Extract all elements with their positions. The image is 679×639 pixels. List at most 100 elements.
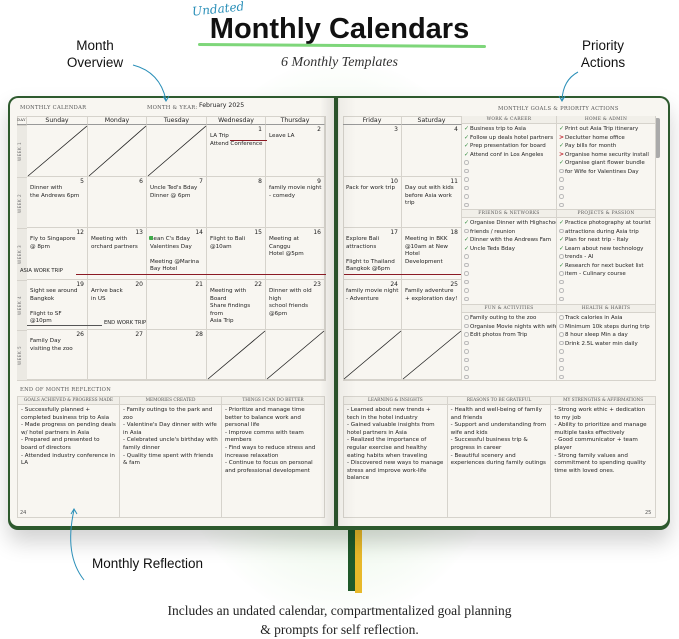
checkbox-circle-icon[interactable] xyxy=(464,349,469,354)
goal-item[interactable] xyxy=(463,365,556,374)
goal-item[interactable] xyxy=(463,374,556,383)
day-entry[interactable]: family movie night - Adventure xyxy=(346,288,399,302)
checkbox-circle-icon[interactable] xyxy=(559,323,564,328)
goal-item[interactable]: Drink 2.5L water min daily xyxy=(558,340,655,349)
goal-item[interactable]: >Organise home security install xyxy=(558,151,655,160)
goal-item[interactable]: 8 hour sleep Min a day xyxy=(558,331,655,340)
checkbox-circle-icon[interactable] xyxy=(464,262,469,267)
goal-item[interactable] xyxy=(558,357,655,366)
goal-item[interactable] xyxy=(463,279,556,288)
day-cell[interactable]: 7 Uncle Ted's Bday Dinner @ 6pm xyxy=(147,177,207,228)
checkbox-circle-icon[interactable] xyxy=(464,271,469,276)
day-cell-unused[interactable] xyxy=(27,125,88,177)
goal-item[interactable]: for Wife for Valentines Day xyxy=(558,168,655,177)
checkmark-icon[interactable]: ✓ xyxy=(463,150,470,158)
day-cell-unused[interactable] xyxy=(402,330,462,380)
day-cell[interactable]: 8 xyxy=(207,177,266,228)
day-cell[interactable]: 13 Meeting with orchard partners xyxy=(88,228,147,280)
checkbox-circle-icon[interactable] xyxy=(559,288,564,293)
goal-item[interactable] xyxy=(463,185,556,194)
reflection-text[interactable]: - Family outings to the park and zoo - V… xyxy=(123,407,218,467)
goal-item[interactable]: ✓Uncle Teds Bday xyxy=(463,245,556,254)
goal-item[interactable]: friends / reunion xyxy=(463,228,556,237)
checkbox-circle-icon[interactable] xyxy=(559,315,564,320)
checkbox-circle-icon[interactable] xyxy=(559,177,564,182)
goal-item[interactable] xyxy=(463,287,556,296)
migrated-arrow-icon[interactable]: > xyxy=(558,133,565,141)
checkbox-circle-icon[interactable] xyxy=(559,254,564,259)
goal-item[interactable] xyxy=(558,176,655,185)
day-cell[interactable]: 21 xyxy=(147,280,207,330)
checkmark-icon[interactable]: ✓ xyxy=(558,125,565,132)
day-cell[interactable]: 6 xyxy=(88,177,147,228)
day-cell[interactable]: 2 Leave LA xyxy=(266,125,325,177)
checkbox-circle-icon[interactable] xyxy=(464,288,469,293)
checkbox-circle-icon[interactable] xyxy=(559,374,564,379)
day-cell[interactable]: 23 Dinner with old high school friends @6… xyxy=(266,280,325,330)
day-cell-unused[interactable] xyxy=(207,330,266,380)
day-cell[interactable]: 11 Day out with kids before Asia work tri… xyxy=(402,177,462,228)
reflection-text[interactable]: - Health and well-being of family and fr… xyxy=(450,407,547,467)
goal-item[interactable] xyxy=(558,287,655,296)
day-cell[interactable]: 10 Pack for work trip xyxy=(343,177,402,228)
day-entry[interactable]: Sean C's Bday Valentines Day Meeting @Ma… xyxy=(150,236,200,273)
checkbox-circle-icon[interactable] xyxy=(559,202,564,207)
goal-item[interactable]: ✓Business trip to Asia xyxy=(463,125,556,134)
checkbox-circle-icon[interactable] xyxy=(464,332,469,337)
checkmark-icon[interactable]: ✓ xyxy=(463,219,470,226)
day-cell[interactable]: 12 Fly to Singapore @ 8pm xyxy=(27,228,88,280)
day-cell-unused[interactable] xyxy=(266,330,325,380)
day-entry[interactable]: Arrive back in US xyxy=(91,288,123,302)
checkbox-circle-icon[interactable] xyxy=(464,374,469,379)
goal-item[interactable] xyxy=(558,185,655,194)
day-entry[interactable]: Family Day visiting the zoo xyxy=(30,338,73,352)
goal-item[interactable]: ✓Dinner with the Andrews Fam xyxy=(463,236,556,245)
checkbox-circle-icon[interactable] xyxy=(559,185,564,190)
goal-item[interactable] xyxy=(558,202,655,211)
day-entry[interactable]: Uncle Ted's Bday Dinner @ 6pm xyxy=(150,185,198,199)
checkbox-circle-icon[interactable] xyxy=(559,296,564,301)
day-cell[interactable]: 14 Sean C's Bday Valentines Day Meeting @… xyxy=(147,228,207,280)
checkbox-circle-icon[interactable] xyxy=(559,168,564,173)
goal-item[interactable] xyxy=(463,357,556,366)
reflection-text[interactable]: - Learned about new trends + tech in the… xyxy=(347,407,444,482)
day-entry[interactable]: Dinner with old high school friends @6pm xyxy=(269,288,312,317)
goal-item[interactable]: ✓Organise Dinner with Highschool xyxy=(463,219,556,228)
day-entry[interactable]: Meeting in BKK @10am at New Hotel Develo… xyxy=(405,236,448,265)
day-entry[interactable]: Sight see around Bangkok Flight to SF @1… xyxy=(30,288,78,325)
reflection-text[interactable]: - Successfully planned + completed busin… xyxy=(21,407,116,467)
checkbox-circle-icon[interactable] xyxy=(464,202,469,207)
checkbox-circle-icon[interactable] xyxy=(464,366,469,371)
day-cell[interactable]: 1 LA Trip Attend Conference xyxy=(207,125,266,177)
checkbox-circle-icon[interactable] xyxy=(464,194,469,199)
goal-item[interactable]: >Declutter home office xyxy=(558,134,655,143)
checkbox-circle-icon[interactable] xyxy=(559,271,564,276)
day-entry[interactable]: Family adventure + exploration day! xyxy=(405,288,458,302)
checkbox-circle-icon[interactable] xyxy=(464,228,469,233)
goal-item[interactable] xyxy=(463,176,556,185)
checkbox-circle-icon[interactable] xyxy=(464,315,469,320)
goal-item[interactable]: Organise Movie nights with wife xyxy=(463,323,556,332)
checkbox-circle-icon[interactable] xyxy=(464,177,469,182)
goal-item[interactable] xyxy=(558,365,655,374)
checkbox-circle-icon[interactable] xyxy=(464,168,469,173)
checkbox-circle-icon[interactable] xyxy=(559,194,564,199)
goal-item[interactable] xyxy=(558,193,655,202)
day-cell-unused[interactable] xyxy=(88,125,147,177)
day-cell[interactable]: 28 xyxy=(147,330,207,380)
day-cell-unused[interactable] xyxy=(343,330,402,380)
goal-item[interactable] xyxy=(558,348,655,357)
day-entry[interactable]: Dinner with the Andrews 6pm xyxy=(30,185,80,199)
goal-item[interactable]: ✓Practice photography at tourist xyxy=(558,219,655,228)
checkbox-circle-icon[interactable] xyxy=(464,340,469,345)
goal-item[interactable]: ✓Plan for next trip - Italy xyxy=(558,236,655,245)
day-entry[interactable]: Fly to Singapore @ 8pm xyxy=(30,236,76,250)
goal-item[interactable]: ✓Follow up deals hotel partners xyxy=(463,134,556,143)
goal-item[interactable] xyxy=(463,348,556,357)
checkmark-icon[interactable]: ✓ xyxy=(463,125,470,132)
day-cell[interactable]: 15 Flight to Bali @10am xyxy=(207,228,266,280)
checkmark-icon[interactable]: ✓ xyxy=(463,142,470,149)
goal-item[interactable]: ✓Research for next bucket list xyxy=(558,262,655,271)
goal-item[interactable]: ✓Learn about new technology xyxy=(558,245,655,254)
checkbox-circle-icon[interactable] xyxy=(559,279,564,284)
